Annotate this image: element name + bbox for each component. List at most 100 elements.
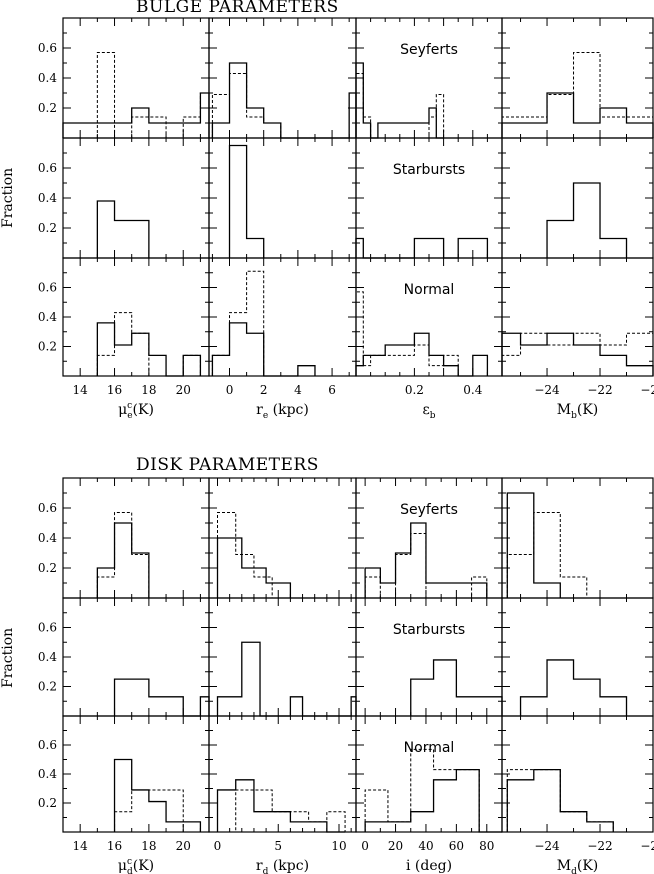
- row-label-starbursts: Starbursts: [393, 622, 465, 638]
- panel-normal-2-dashed-histogram: [364, 748, 502, 833]
- x-tick-label: 16: [107, 839, 122, 853]
- panel-normal-3-dashed-histogram: [506, 769, 614, 832]
- x-tick-label: 16: [107, 383, 122, 397]
- x-tick-label: 80: [479, 839, 494, 853]
- x-tick-label: 18: [141, 839, 156, 853]
- x-tick-label: 0.2: [405, 383, 424, 397]
- x-tick-label: −24: [534, 383, 560, 397]
- x-tick-label: 10: [331, 839, 346, 853]
- panel-starbursts-1-solid-histogram: [216, 641, 357, 717]
- panel-starbursts-2-solid-histogram: [410, 659, 503, 716]
- x-tick-label: 4: [294, 383, 302, 397]
- y-tick-label: 0.2: [38, 340, 57, 354]
- panel-seyferts-2-dashed-histogram: [364, 533, 488, 599]
- x-tick-label: 5: [274, 839, 282, 853]
- panel-seyferts-3-dashed-histogram: [501, 52, 654, 138]
- disk-section-title: DISK PARAMETERS: [136, 455, 319, 475]
- x-axis-label: Md(K): [557, 858, 599, 874]
- panel-seyferts-3-solid-histogram: [506, 492, 561, 598]
- row-label-normal: Normal: [404, 740, 455, 756]
- panel-starbursts-0-frame: [62, 137, 210, 259]
- panel-starbursts-3-frame: [501, 597, 654, 717]
- x-tick-label: −20: [640, 839, 654, 853]
- panel-seyferts-3-frame: [501, 477, 654, 599]
- x-tick-label: 20: [388, 839, 403, 853]
- panel-starbursts-2-frame: [355, 597, 503, 717]
- panel-normal-0-frame: [62, 715, 210, 833]
- panel-seyferts-1-dashed-histogram: [211, 73, 282, 138]
- x-axis-label: εb: [422, 402, 435, 421]
- x-axis-label: rd (kpc): [256, 858, 309, 874]
- panel-normal-3-frame: [501, 257, 654, 377]
- panel-seyferts-0-frame: [62, 477, 210, 599]
- x-tick-label: −24: [534, 839, 560, 853]
- y-tick-label: 0.2: [38, 680, 57, 694]
- panel-starbursts-0-solid-histogram: [96, 200, 150, 258]
- panel-seyferts-0-frame: [62, 17, 210, 139]
- row-label-seyferts: Seyferts: [400, 42, 458, 58]
- row-label-normal: Normal: [404, 282, 455, 298]
- panel-starbursts-1-frame: [208, 597, 357, 717]
- row-label-starbursts: Starbursts: [393, 162, 465, 178]
- x-tick-label: 40: [418, 839, 433, 853]
- x-axis-label: i (deg): [406, 858, 452, 874]
- panel-starbursts-1-solid-histogram: [228, 144, 265, 258]
- bulge-section-title: BULGE PARAMETERS: [136, 0, 339, 17]
- panel-starbursts-1-frame: [208, 137, 357, 259]
- y-tick-label: 0.4: [38, 310, 57, 324]
- panel-starbursts-2-solid-histogram: [355, 237, 489, 259]
- panel-seyferts-1-frame: [208, 17, 357, 139]
- panel-normal-0-solid-histogram: [113, 758, 202, 832]
- panel-normal-3-solid-histogram: [501, 332, 654, 376]
- x-tick-label: 20: [176, 383, 191, 397]
- panel-seyferts-3-solid-histogram: [501, 92, 654, 138]
- y-tick-label: 0.6: [38, 41, 57, 55]
- panel-starbursts-2-frame: [355, 137, 503, 259]
- panel-seyferts-1-solid-histogram: [211, 62, 357, 139]
- x-tick-label: 18: [141, 383, 156, 397]
- x-tick-label: −22: [587, 383, 612, 397]
- panel-normal-2-solid-histogram: [364, 769, 502, 833]
- y-tick-label: 0.2: [38, 221, 57, 235]
- y-tick-label: 0.4: [38, 191, 57, 205]
- y-tick-label: 0.6: [38, 501, 57, 515]
- panel-normal-3-dashed-histogram: [501, 332, 654, 376]
- panel-normal-0-dashed-histogram: [114, 789, 201, 833]
- panel-starbursts-0-solid-histogram: [113, 678, 210, 717]
- panel-normal-0-frame: [62, 257, 210, 377]
- y-tick-label: 0.4: [38, 71, 57, 85]
- y-tick-label: 0.6: [38, 621, 57, 635]
- panel-normal-2-frame: [355, 715, 503, 833]
- panel-seyferts-3-dashed-histogram: [506, 512, 588, 598]
- panel-seyferts-3-frame: [501, 17, 654, 139]
- panel-seyferts-1-dashed-histogram: [217, 512, 273, 598]
- x-axis-label: re (kpc): [256, 402, 309, 421]
- panel-normal-2-frame: [355, 257, 503, 377]
- panel-seyferts-2-dashed-histogram: [355, 73, 445, 139]
- y-tick-label: 0.4: [38, 650, 57, 664]
- panel-starbursts-3-solid-histogram: [519, 659, 628, 716]
- y-tick-label: 0.4: [38, 767, 57, 781]
- x-tick-label: 0: [214, 839, 222, 853]
- panel-seyferts-2-solid-histogram: [355, 62, 444, 139]
- x-tick-label: 14: [73, 383, 89, 397]
- panel-seyferts-0-solid-histogram: [62, 92, 210, 138]
- x-tick-label: 20: [176, 839, 191, 853]
- panel-normal-1-frame: [208, 715, 357, 833]
- panel-starbursts-0-frame: [62, 597, 210, 717]
- panel-seyferts-0-dashed-histogram: [96, 512, 150, 598]
- x-tick-label: −20: [640, 383, 654, 397]
- panel-starbursts-3-solid-histogram: [546, 182, 628, 258]
- panel-seyferts-2-frame: [355, 477, 503, 599]
- y-tick-label: 0.2: [38, 101, 57, 115]
- x-tick-label: −22: [587, 839, 612, 853]
- y-tick-label: 0.6: [38, 738, 57, 752]
- panel-normal-0-dashed-histogram: [96, 312, 201, 377]
- row-label-seyferts: Seyferts: [400, 502, 458, 518]
- panel-starbursts-3-frame: [501, 137, 654, 259]
- panel-normal-1-solid-histogram: [211, 322, 316, 377]
- y-tick-label: 0.6: [38, 281, 57, 295]
- panel-normal-1-solid-histogram: [216, 779, 346, 833]
- x-tick-label: 0.4: [463, 383, 482, 397]
